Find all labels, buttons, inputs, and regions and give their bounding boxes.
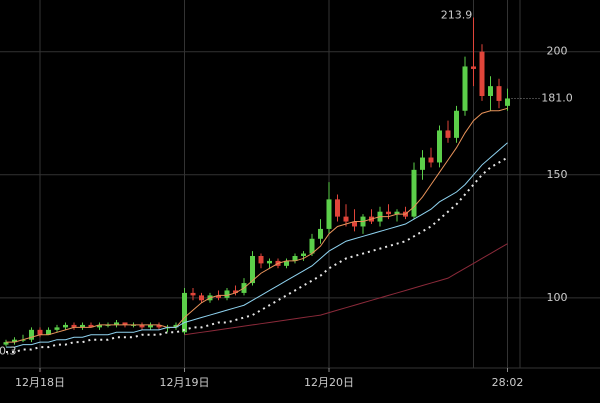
low-label: 80.3 xyxy=(0,344,17,357)
candle-body xyxy=(182,292,187,333)
candle-body xyxy=(139,324,145,328)
candle-body xyxy=(173,324,179,328)
candle-body xyxy=(292,256,298,261)
candle-body xyxy=(29,329,34,340)
candle-body xyxy=(12,339,17,343)
x-tick-label: 12月20日 xyxy=(304,376,354,389)
candle-body xyxy=(343,216,349,222)
candle-body xyxy=(428,157,434,163)
candle-body xyxy=(386,211,391,215)
x-tick-label: 12月19日 xyxy=(160,376,210,389)
candle-body xyxy=(97,324,102,328)
candle-body xyxy=(462,66,468,111)
candle-body xyxy=(88,324,94,328)
y-tick-label: 100 xyxy=(547,291,568,304)
candle-body xyxy=(258,256,264,264)
candle-body xyxy=(190,292,196,296)
candle-body xyxy=(496,86,502,101)
moving-average-line xyxy=(184,243,508,336)
y-tick-label: 200 xyxy=(547,45,568,58)
candle-body xyxy=(37,329,43,335)
candle-body xyxy=(454,110,459,138)
candle-body xyxy=(46,329,51,335)
candle-body xyxy=(445,130,451,138)
candle-body xyxy=(122,322,128,325)
candle-body xyxy=(156,324,162,328)
candle-body xyxy=(479,51,485,96)
candle-body xyxy=(54,327,60,330)
candle-body xyxy=(233,290,238,293)
candle-body xyxy=(63,324,68,328)
candle-body xyxy=(80,324,85,328)
candle-body xyxy=(488,86,493,96)
last-price-label: 181.0 xyxy=(541,91,573,104)
candle-body xyxy=(284,260,289,266)
candle-body xyxy=(326,199,332,229)
candle-body xyxy=(471,66,476,69)
candle-body xyxy=(216,295,221,298)
x-tick-label: 12月18日 xyxy=(15,376,65,389)
x-tick-label: 28:02 xyxy=(492,376,524,389)
candle-body xyxy=(411,169,417,217)
candle-body xyxy=(352,221,357,227)
candle-body xyxy=(148,324,153,328)
candle-body xyxy=(267,260,272,264)
candle-body xyxy=(420,157,425,170)
candle-body xyxy=(505,98,510,106)
high-label: 213.9 xyxy=(441,8,473,21)
y-tick-label: 150 xyxy=(547,168,568,181)
candle-body xyxy=(250,256,255,284)
candle-body xyxy=(318,228,323,239)
candle-body xyxy=(3,342,9,345)
candle-body xyxy=(335,199,340,217)
moving-average-line xyxy=(6,156,509,353)
candle-body xyxy=(394,211,400,215)
candle-body xyxy=(114,322,119,325)
moving-average-line xyxy=(6,107,508,343)
candle-body xyxy=(437,130,442,163)
candle-body xyxy=(309,238,315,254)
candle-body xyxy=(224,290,230,298)
candle-body xyxy=(199,295,204,301)
candle-body xyxy=(301,253,306,256)
candle-body xyxy=(71,324,77,328)
moving-average-line xyxy=(6,142,508,348)
